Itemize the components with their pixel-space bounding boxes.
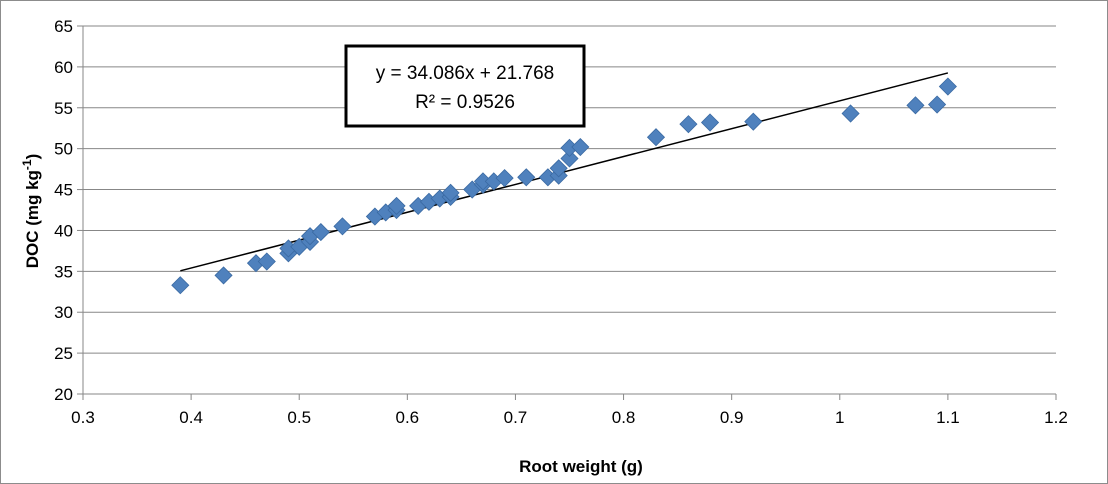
- y-axis-title: DOC (mg kg-1): [20, 154, 42, 269]
- trendline-equation: y = 34.086x + 21.768: [376, 63, 555, 84]
- y-tick-label: 65: [54, 17, 73, 36]
- x-tick-labels: 0.3 0.4 0.5 0.6 0.7 0.8 0.9 1 1.1 1.2: [71, 408, 1068, 427]
- data-point: [549, 159, 568, 178]
- x-tick-label: 0.5: [287, 408, 311, 427]
- data-point: [560, 149, 579, 168]
- data-point: [646, 128, 666, 147]
- y-tick-label: 40: [54, 221, 73, 240]
- data-point: [441, 183, 460, 202]
- y-tick-label: 60: [54, 58, 73, 77]
- data-point: [517, 168, 536, 187]
- y-tick-label: 50: [54, 140, 73, 159]
- y-tick-label: 45: [54, 181, 73, 200]
- x-tick-label: 0.9: [720, 408, 744, 427]
- data-point: [387, 196, 406, 215]
- x-tick-label: 0.4: [179, 408, 203, 427]
- data-point: [744, 112, 763, 131]
- data-points: [171, 77, 957, 295]
- data-point: [214, 266, 233, 285]
- trendline-equation-box: y = 34.086x + 21.768 R² = 0.9526: [344, 44, 586, 128]
- y-tick-label: 55: [54, 99, 73, 118]
- x-tick-label: 0.7: [504, 408, 528, 427]
- data-point: [906, 96, 925, 115]
- x-tick-label: 0.6: [396, 408, 420, 427]
- axes: [77, 25, 1057, 400]
- x-tick-label: 0.3: [71, 408, 95, 427]
- x-tick-label: 1: [835, 408, 844, 427]
- equation-box-frame: [344, 44, 586, 128]
- data-point: [679, 115, 698, 134]
- y-tick-label: 35: [54, 262, 73, 281]
- y-tick-label: 25: [54, 344, 73, 363]
- y-tick-labels: 20 25 30 35 40 45 50 55 60 65: [54, 17, 73, 404]
- data-point: [928, 95, 947, 114]
- data-point: [495, 169, 514, 188]
- x-tick-label: 0.8: [612, 408, 636, 427]
- data-point: [700, 113, 720, 132]
- data-point: [841, 104, 860, 123]
- x-tick-label: 1.2: [1044, 408, 1068, 427]
- trendline-r-squared: R² = 0.9526: [415, 92, 515, 113]
- data-point: [938, 77, 957, 96]
- data-point: [171, 276, 190, 295]
- y-axis-title-main: DOC (mg kg: [23, 170, 42, 268]
- y-axis-title-superscript: -1: [20, 159, 34, 170]
- y-tick-label: 30: [54, 303, 73, 322]
- data-point: [257, 252, 276, 271]
- x-axis-title: Root weight (g): [519, 457, 643, 476]
- data-point: [311, 223, 330, 242]
- data-point: [571, 137, 590, 157]
- data-point: [333, 217, 352, 236]
- y-tick-label: 20: [54, 385, 73, 404]
- x-tick-label: 1.1: [936, 408, 960, 427]
- y-axis-title-close: ): [23, 154, 42, 160]
